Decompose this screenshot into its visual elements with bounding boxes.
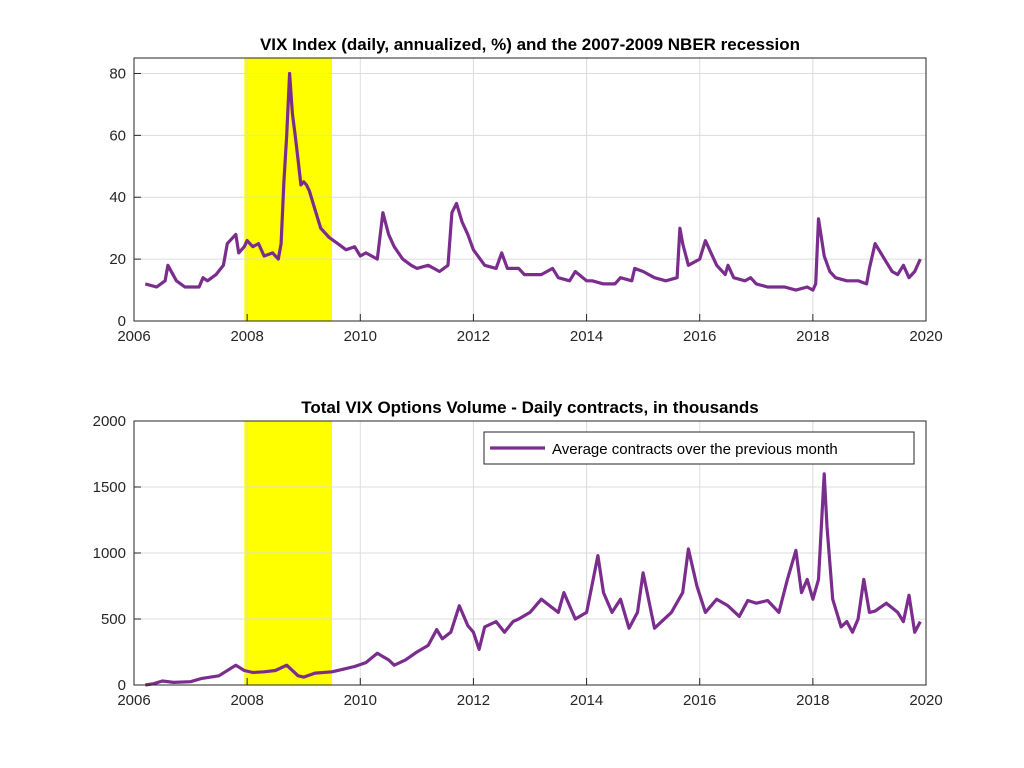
x-tick-label: 2012 — [457, 692, 490, 709]
y-tick-label: 60 — [109, 127, 126, 144]
x-tick-label: 2014 — [570, 692, 603, 709]
chart-title: VIX Index (daily, annualized, %) and the… — [260, 35, 800, 54]
y-axis-ticks: 0 20 40 60 80 — [109, 65, 141, 330]
y-axis-ticks: 0 500 1000 1500 2000 — [93, 413, 141, 694]
x-tick-label: 2008 — [230, 692, 263, 709]
legend: Average contracts over the previous mont… — [483, 431, 915, 465]
y-tick-label: 1000 — [93, 545, 126, 562]
x-tick-label: 2006 — [117, 692, 150, 709]
x-tick-label: 2016 — [683, 692, 716, 709]
y-tick-label: 0 — [118, 677, 126, 694]
y-tick-label: 2000 — [93, 413, 126, 430]
x-tick-label: 2018 — [796, 328, 829, 345]
y-tick-label: 20 — [109, 251, 126, 268]
y-tick-label: 80 — [109, 65, 126, 82]
y-tick-label: 0 — [118, 313, 126, 330]
y-tick-label: 500 — [101, 611, 126, 628]
vix-series-line — [144, 71, 922, 292]
plot-frame — [133, 57, 927, 322]
y-tick-label: 1500 — [93, 479, 126, 496]
x-tick-label: 2006 — [117, 328, 150, 345]
x-tick-label: 2008 — [230, 328, 263, 345]
vix-index-chart: VIX Index (daily, annualized, %) and the… — [109, 35, 942, 345]
legend-label: Average contracts over the previous mont… — [552, 441, 838, 458]
vix-options-volume-chart: Total VIX Options Volume - Daily contrac… — [93, 398, 943, 709]
x-tick-label: 2016 — [683, 328, 716, 345]
grid-lines — [134, 58, 926, 321]
x-tick-label: 2012 — [457, 328, 490, 345]
x-axis-ticks: 2006 2008 2010 2012 2014 2016 2018 2020 — [117, 314, 943, 345]
x-axis-ticks: 2006 2008 2010 2012 2014 2016 2018 2020 — [117, 678, 943, 709]
x-tick-label: 2020 — [909, 328, 942, 345]
x-tick-label: 2018 — [796, 692, 829, 709]
volume-series-line — [145, 472, 922, 687]
x-tick-label: 2014 — [570, 328, 603, 345]
legend-box — [483, 431, 915, 465]
x-tick-label: 2010 — [344, 692, 377, 709]
x-tick-label: 2010 — [344, 328, 377, 345]
x-tick-label: 2020 — [909, 692, 942, 709]
y-tick-label: 40 — [109, 189, 126, 206]
chart-title: Total VIX Options Volume - Daily contrac… — [301, 398, 758, 417]
